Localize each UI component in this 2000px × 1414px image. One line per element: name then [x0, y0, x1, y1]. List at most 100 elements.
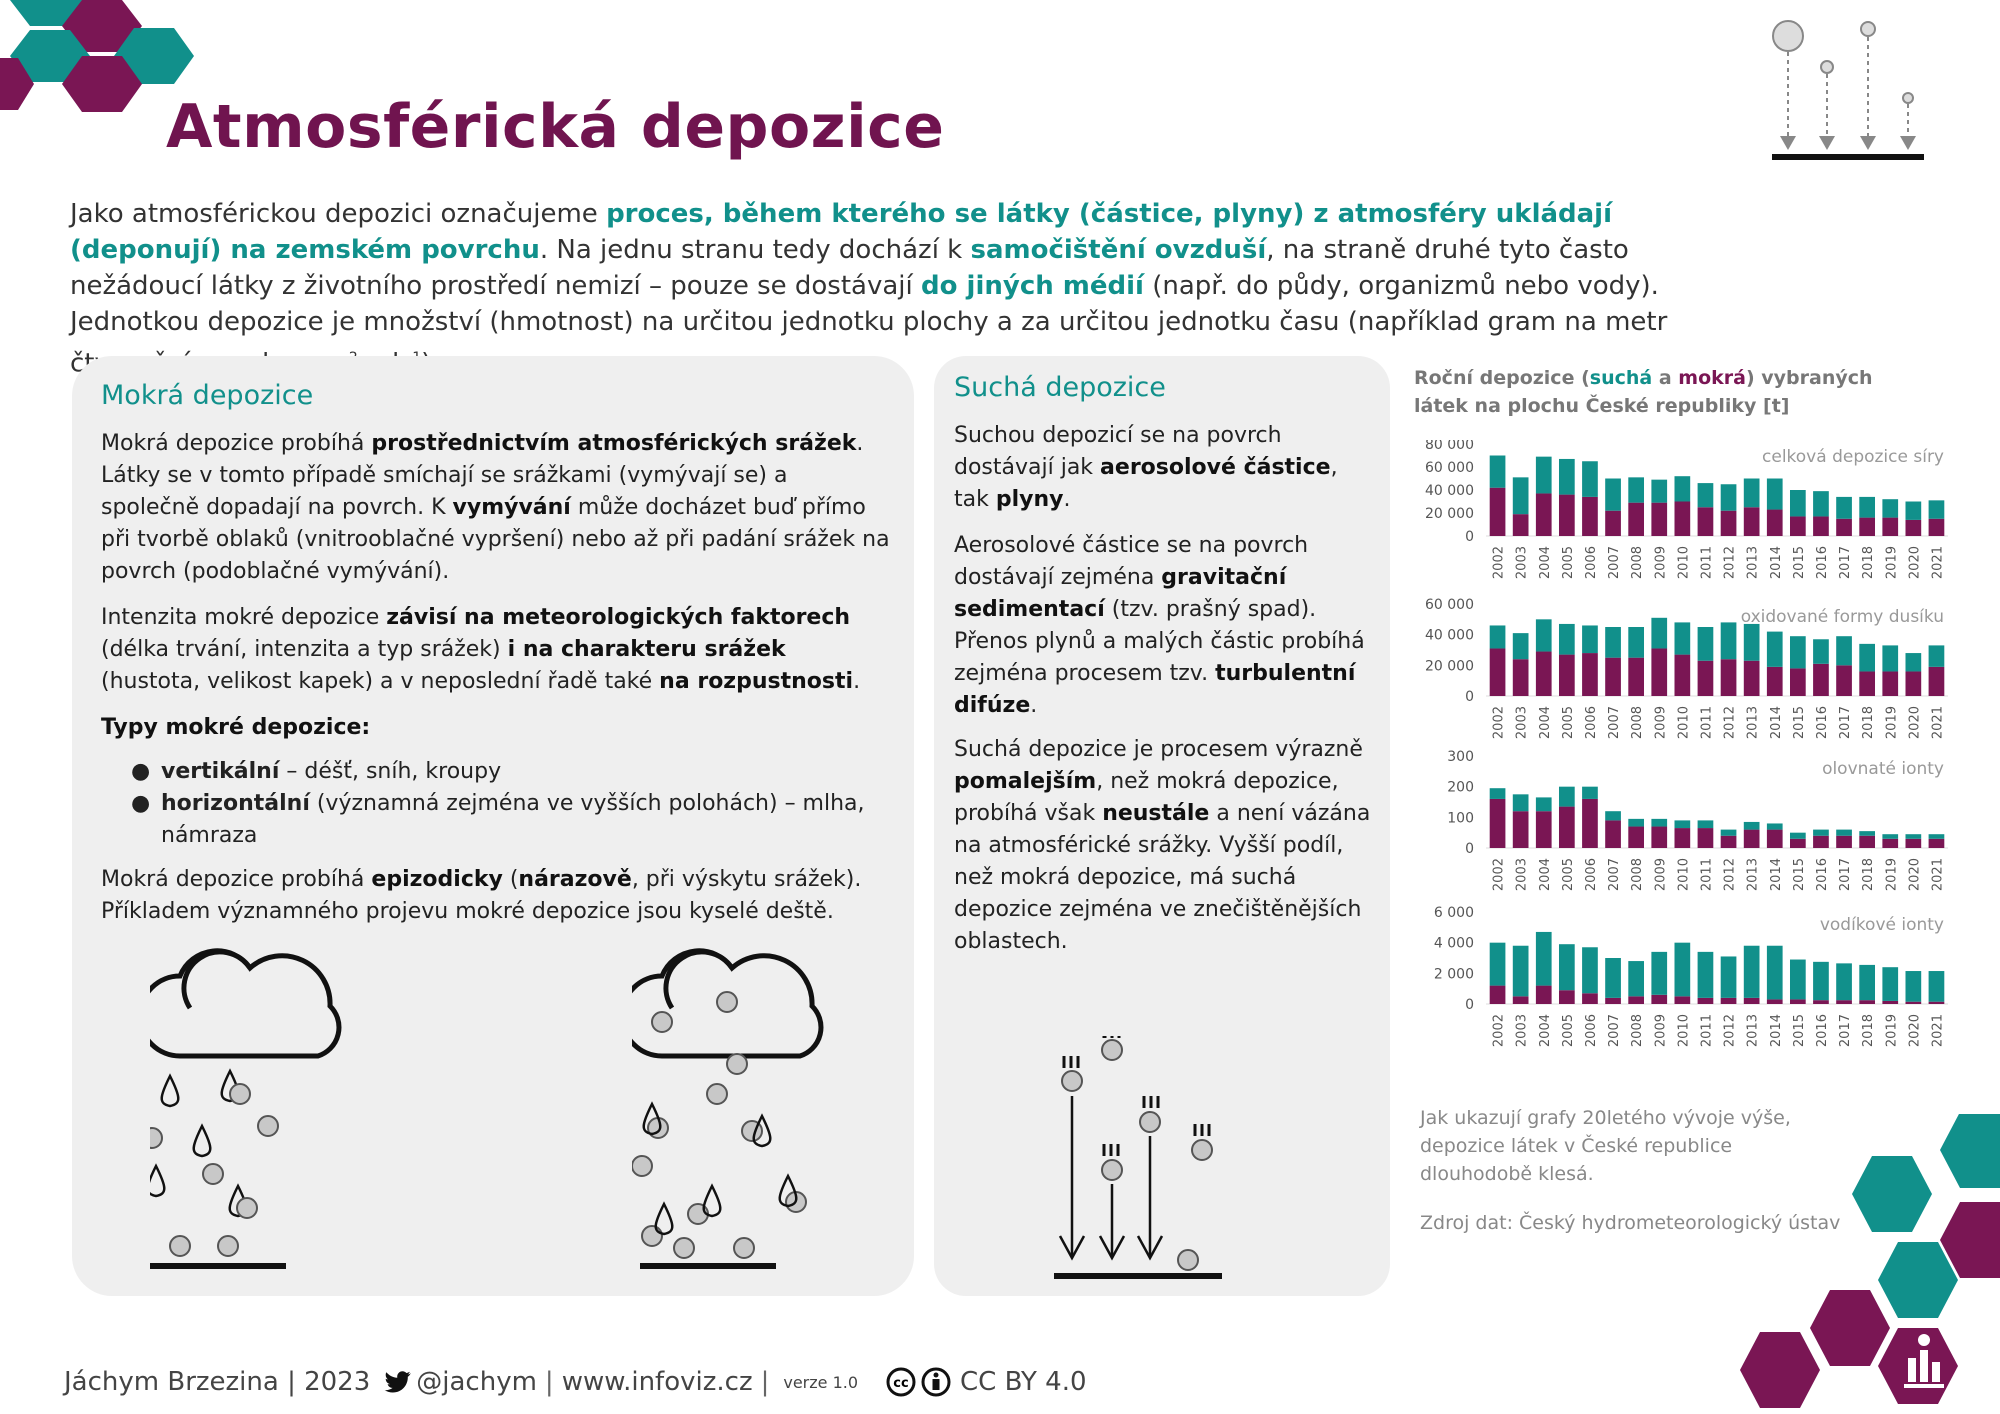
logo-icon: [1904, 1334, 1944, 1388]
bar-dry: [1882, 967, 1899, 1001]
dry-paragraph-2: Aerosolové částice se na povrch dostávaj…: [954, 533, 1365, 718]
bar-wet: [1558, 990, 1575, 1004]
bar-wet: [1558, 806, 1575, 848]
bar-dry: [1558, 458, 1575, 495]
x-tick-label: 2003: [1515, 546, 1530, 579]
bar-dry: [1605, 811, 1621, 821]
bar-wet: [1558, 654, 1575, 696]
bar-dry: [1489, 942, 1506, 986]
y-tick-label: 2 000: [1434, 966, 1474, 982]
x-tick-label: 2006: [1584, 706, 1599, 739]
y-tick-label: 0: [1465, 529, 1474, 545]
bar-wet: [1766, 509, 1783, 536]
bar-dry: [1582, 625, 1598, 654]
bar-wet: [1512, 659, 1529, 696]
data-source: Zdroj dat: Český hydrometeorologický úst…: [1420, 1212, 1841, 1234]
bar-dry: [1743, 623, 1760, 661]
cloud-icon: [150, 948, 342, 1059]
bar-dry: [1535, 456, 1552, 494]
bar-dry: [1489, 788, 1506, 799]
x-tick-label: 2009: [1653, 706, 1668, 739]
bar-dry: [1674, 820, 1691, 829]
bar-wet: [1905, 838, 1922, 848]
x-tick-label: 2019: [1884, 858, 1899, 891]
bar-wet: [1743, 829, 1760, 848]
bar-wet: [1628, 502, 1645, 536]
bar-dry: [1813, 639, 1829, 664]
bar-wet: [1489, 648, 1506, 696]
x-tick-label: 2020: [1907, 706, 1922, 739]
bar-wet: [1766, 829, 1783, 848]
x-tick-label: 2011: [1699, 546, 1714, 579]
y-tick-label: 80 000: [1425, 440, 1474, 453]
x-tick-label: 2003: [1515, 858, 1530, 891]
bar-wet: [1859, 835, 1876, 848]
twitter-icon[interactable]: [384, 1370, 412, 1394]
bar-dry: [1558, 786, 1575, 807]
x-tick-label: 2021: [1930, 546, 1945, 579]
y-tick-label: 6 000: [1434, 905, 1474, 921]
bar-dry: [1928, 500, 1945, 519]
dry-deposition-panel: Suchá depozice Suchou depozicí se na pov…: [934, 356, 1390, 1296]
bar-wet: [1789, 516, 1806, 536]
footer-website[interactable]: www.infoviz.cz: [561, 1367, 753, 1397]
x-tick-label: 2002: [1492, 546, 1507, 579]
bar-wet: [1720, 659, 1737, 696]
x-tick-label: 2015: [1792, 546, 1807, 579]
bar-dry: [1928, 971, 1945, 1002]
bar-dry: [1743, 945, 1760, 998]
bar-dry: [1743, 821, 1760, 830]
bar-dry: [1651, 479, 1668, 503]
bar-wet: [1928, 838, 1945, 848]
footer-twitter[interactable]: @jachym: [416, 1367, 537, 1397]
intro-paragraph: Jako atmosférickou depozici označujeme p…: [70, 199, 1668, 379]
bar-wet: [1582, 653, 1598, 696]
bar-dry: [1512, 477, 1529, 515]
y-tick-label: 200: [1447, 780, 1474, 796]
footer-author: Jáchym Brzezina | 2023: [64, 1367, 371, 1397]
x-tick-label: 2017: [1838, 1014, 1853, 1047]
bar-wet: [1813, 663, 1829, 696]
x-tick-label: 2017: [1838, 706, 1853, 739]
bar-wet: [1535, 985, 1552, 1004]
hexagon-pattern-top-left-icon: [0, 0, 194, 112]
x-tick-label: 2009: [1653, 546, 1668, 579]
raindrop-icon: [150, 1068, 248, 1218]
bar-dry: [1651, 818, 1668, 827]
chart-title: olovnaté ionty: [1822, 759, 1944, 779]
bar-wet: [1674, 828, 1691, 848]
x-tick-label: 2013: [1746, 858, 1761, 891]
bar-wet: [1674, 654, 1691, 696]
bar-wet: [1789, 999, 1806, 1004]
bar-wet: [1813, 1000, 1829, 1004]
bar-wet: [1605, 997, 1621, 1004]
bar-wet: [1743, 660, 1760, 696]
bar-wet: [1743, 997, 1760, 1004]
bar-dry: [1697, 483, 1714, 508]
footer-version: verze 1.0: [783, 1372, 859, 1392]
x-tick-label: 2012: [1723, 1014, 1738, 1047]
bar-wet: [1558, 494, 1575, 536]
bar-dry: [1766, 478, 1783, 510]
bar-wet: [1836, 1000, 1852, 1004]
bar-dry: [1535, 619, 1552, 652]
bar-dry: [1512, 945, 1529, 997]
y-tick-label: 20 000: [1425, 506, 1474, 522]
bar-dry: [1535, 797, 1552, 812]
bar-dry: [1628, 477, 1645, 503]
x-tick-label: 2005: [1561, 1014, 1576, 1047]
x-tick-label: 2014: [1769, 546, 1784, 579]
bar-wet: [1789, 668, 1806, 696]
bar-wet: [1512, 811, 1529, 848]
x-tick-label: 2011: [1699, 1014, 1714, 1047]
x-tick-label: 2017: [1838, 546, 1853, 579]
bar-dry: [1628, 818, 1645, 827]
bar-wet: [1605, 820, 1621, 848]
x-tick-label: 2021: [1930, 706, 1945, 739]
x-tick-label: 2012: [1723, 858, 1738, 891]
x-tick-label: 2009: [1653, 858, 1668, 891]
x-tick-label: 2010: [1676, 1014, 1691, 1047]
bar-wet: [1836, 518, 1852, 536]
bar-wet: [1905, 519, 1922, 536]
bar-dry: [1489, 455, 1506, 488]
